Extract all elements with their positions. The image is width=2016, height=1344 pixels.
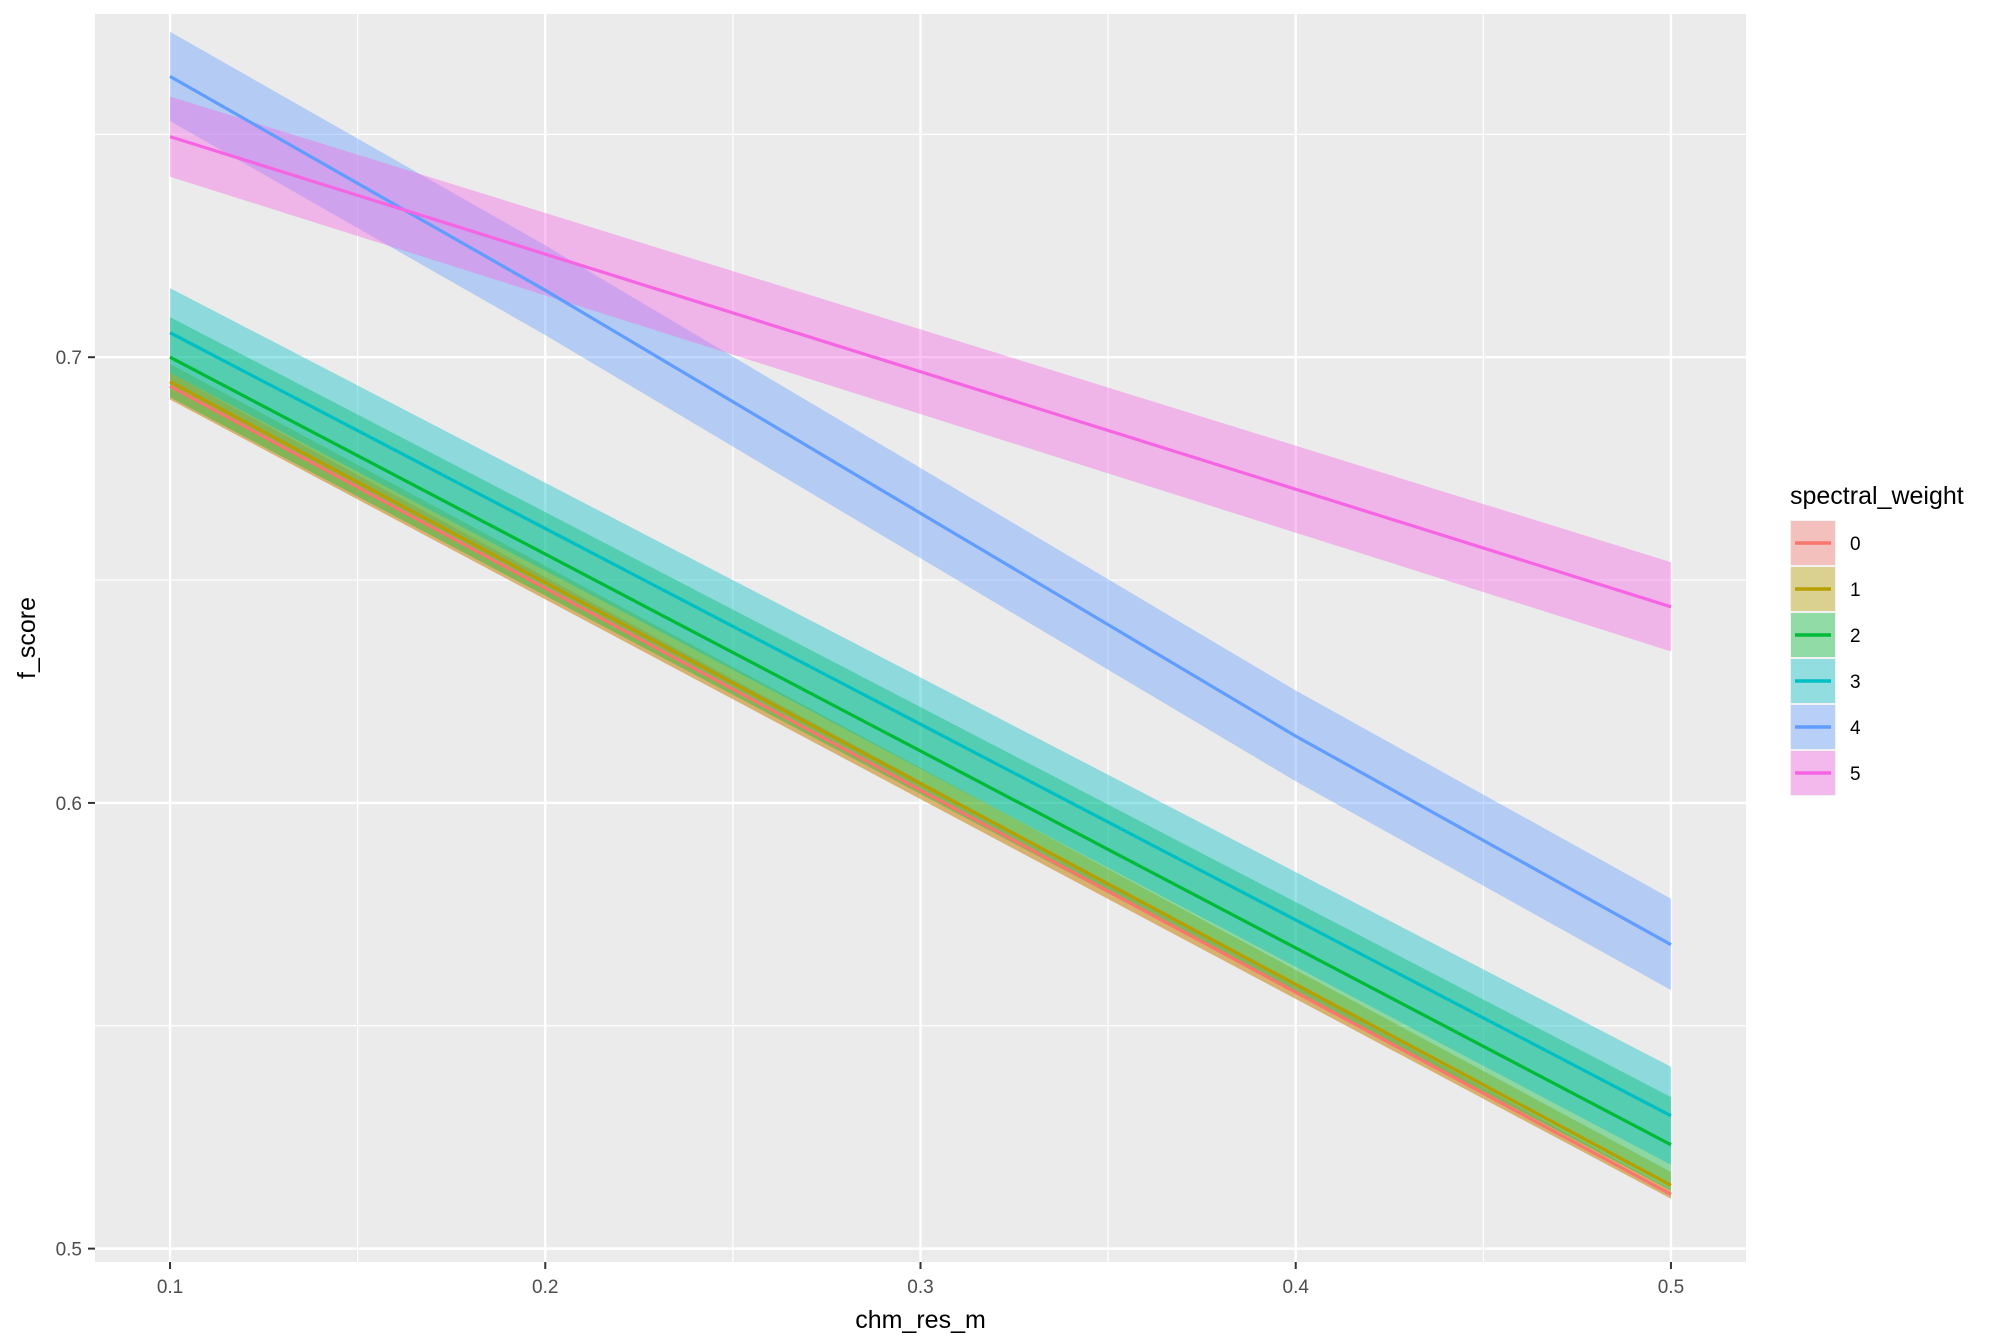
y-tick-label: 0.6 bbox=[56, 794, 82, 815]
legend-items: 0 1 2 3 4 5 bbox=[1790, 520, 1861, 796]
y-axis-title: f_score bbox=[13, 597, 41, 679]
legend-label: 3 bbox=[1850, 672, 1861, 693]
x-tick-label: 0.1 bbox=[157, 1277, 183, 1298]
y-axis: 0.5 0.6 0.7 bbox=[56, 348, 95, 1261]
legend: spectral_weight 0 1 2 3 4 5 bbox=[1790, 482, 1964, 796]
legend-label: 5 bbox=[1850, 764, 1861, 785]
x-axis-title: chm_res_m bbox=[855, 1306, 986, 1334]
legend-item-4: 4 bbox=[1790, 704, 1861, 750]
legend-item-2: 2 bbox=[1790, 612, 1861, 658]
line-series-2 bbox=[169, 355, 1672, 1147]
y-tick-label: 0.5 bbox=[56, 1240, 82, 1261]
ribbon-series-2 bbox=[170, 317, 1671, 1191]
x-tick-label: 0.2 bbox=[532, 1277, 558, 1298]
y-tick-label: 0.7 bbox=[56, 348, 82, 369]
legend-label: 4 bbox=[1850, 718, 1861, 739]
line-series-5 bbox=[169, 135, 1672, 609]
legend-item-0: 0 bbox=[1790, 520, 1861, 566]
major-gridlines bbox=[95, 14, 1746, 1262]
legend-label: 1 bbox=[1850, 580, 1861, 601]
ribbon-series-1 bbox=[170, 363, 1671, 1199]
line-series-3 bbox=[169, 331, 1672, 1118]
ribbon-series-5 bbox=[170, 96, 1671, 652]
series-lines bbox=[169, 75, 1672, 1196]
legend-item-1: 1 bbox=[1790, 566, 1861, 612]
x-tick-label: 0.4 bbox=[1283, 1277, 1310, 1298]
legend-title: spectral_weight bbox=[1790, 482, 1964, 510]
ribbon-series-4 bbox=[170, 31, 1671, 991]
x-tick-label: 0.3 bbox=[907, 1277, 933, 1298]
line-series-0 bbox=[169, 384, 1672, 1196]
x-tick-label: 0.5 bbox=[1658, 1277, 1684, 1298]
ribbon-series-3 bbox=[170, 288, 1671, 1165]
line-series-4 bbox=[169, 75, 1672, 947]
line-series-1 bbox=[169, 380, 1672, 1187]
legend-label: 0 bbox=[1850, 534, 1861, 555]
legend-item-3: 3 bbox=[1790, 658, 1861, 704]
x-axis: 0.1 0.2 0.3 0.4 0.5 bbox=[157, 1262, 1684, 1298]
legend-label: 2 bbox=[1850, 626, 1861, 647]
legend-item-5: 5 bbox=[1790, 750, 1861, 796]
